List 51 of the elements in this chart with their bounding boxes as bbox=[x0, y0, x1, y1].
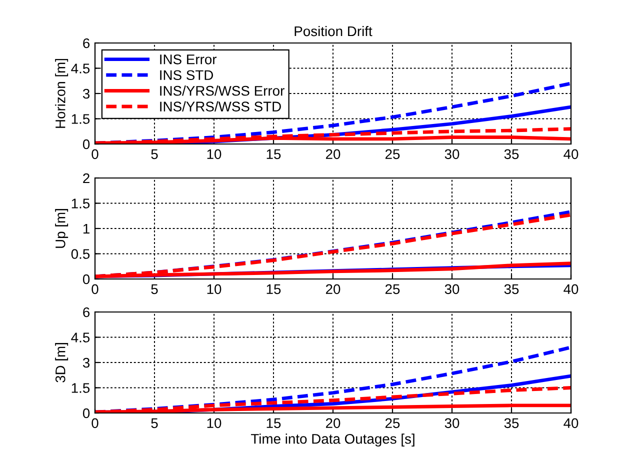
legend-label: INS/YRS/WSS STD bbox=[160, 101, 281, 112]
x-tick-label: 40 bbox=[564, 149, 578, 160]
y-tick-label: 0 bbox=[82, 274, 90, 284]
x-tick-label: 20 bbox=[326, 149, 340, 160]
x-tick-label: 30 bbox=[444, 284, 460, 294]
legend-label: INS STD bbox=[160, 70, 214, 80]
x-tick-label: 15 bbox=[266, 418, 281, 428]
x-tick-label: 5 bbox=[151, 149, 158, 160]
y-tick-label: 1.5 bbox=[72, 114, 90, 124]
x-tick-label: 10 bbox=[207, 284, 222, 294]
x-tick-label: 30 bbox=[444, 418, 460, 428]
y-tick-label: 4.5 bbox=[71, 64, 90, 74]
legend-label: INS/YRS/WSS Error bbox=[160, 86, 284, 96]
x-tick-label: 10 bbox=[207, 149, 222, 160]
y-tick-label: 6 bbox=[83, 38, 90, 48]
x-tick-label: 0 bbox=[92, 149, 98, 160]
x-axis-title: Time into Data Outages [s] bbox=[250, 434, 414, 447]
x-tick-label: 15 bbox=[266, 284, 281, 294]
y-axis-title: Horizon [m] bbox=[55, 58, 68, 128]
y-tick-label: 2 bbox=[83, 173, 90, 184]
y-tick-label: 6 bbox=[83, 307, 90, 318]
x-tick-label: 25 bbox=[385, 284, 400, 294]
x-tick-label: 0 bbox=[92, 284, 98, 294]
x-tick-label: 5 bbox=[151, 418, 158, 428]
x-tick-label: 25 bbox=[385, 149, 400, 160]
x-tick-label: 20 bbox=[326, 418, 340, 428]
y-tick-label: 0 bbox=[82, 139, 90, 150]
y-tick-label: 1.5 bbox=[72, 198, 90, 208]
x-tick-label: 35 bbox=[504, 149, 519, 160]
x-tick-label: 25 bbox=[385, 418, 400, 428]
x-tick-label: 40 bbox=[564, 418, 578, 428]
y-tick-label: 3 bbox=[82, 358, 90, 368]
x-tick-label: 10 bbox=[207, 418, 222, 428]
x-tick-label: 35 bbox=[504, 284, 519, 294]
y-tick-label: 3 bbox=[82, 88, 90, 99]
x-tick-label: 15 bbox=[266, 149, 281, 160]
y-tick-label: 4.5 bbox=[71, 332, 90, 342]
y-tick-label: 0.5 bbox=[71, 249, 90, 259]
y-axis-title: Up [m] bbox=[55, 209, 68, 248]
x-tick-label: 20 bbox=[326, 284, 340, 294]
x-tick-label: 35 bbox=[504, 418, 519, 428]
x-tick-label: 40 bbox=[564, 284, 578, 294]
chart-title: Position Drift bbox=[294, 26, 372, 36]
x-tick-label: 0 bbox=[92, 418, 98, 428]
legend-label: INS Error bbox=[160, 54, 217, 64]
y-tick-label: 1 bbox=[83, 224, 90, 234]
y-axis-title: 3D [m] bbox=[55, 343, 68, 382]
x-tick-label: 5 bbox=[151, 284, 158, 294]
y-tick-label: 0 bbox=[82, 408, 90, 418]
y-tick-label: 1.5 bbox=[72, 383, 90, 393]
x-tick-label: 30 bbox=[444, 149, 460, 160]
